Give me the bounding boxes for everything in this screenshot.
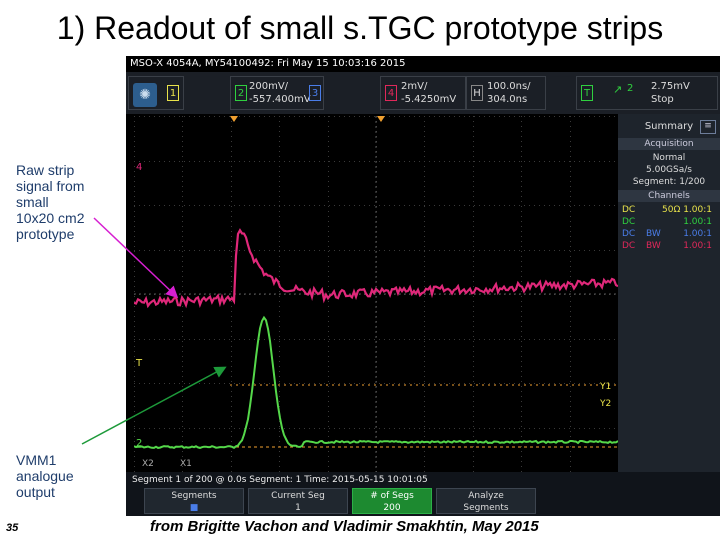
analyze-sub-label: Segments — [463, 503, 509, 513]
channel-4-bw: BW — [646, 241, 661, 251]
y1-cursor-label[interactable]: Y1 — [599, 382, 611, 392]
timebase-delay: 304.0ns — [487, 94, 528, 105]
num-segs-button[interactable]: # of Segs 200 — [352, 488, 432, 514]
current-seg-label: Current Seg — [271, 491, 325, 501]
note-line: Raw strip — [16, 162, 75, 178]
trigger-channel-text: 2 — [627, 83, 634, 94]
num-segs-value: 200 — [383, 503, 401, 513]
channel-2-offset: -557.400mV — [249, 94, 311, 105]
channel-2-info: DC 1.00:1 — [622, 216, 716, 228]
channel-1-info: DC 50Ω 1.00:1 — [622, 204, 716, 216]
segments-label: Segments — [171, 491, 217, 501]
channel-4-ground-marker[interactable]: 4 — [136, 162, 142, 173]
trigger-source-icon: T — [581, 85, 593, 101]
channel-3-coupling: DC — [622, 229, 636, 239]
segments-button[interactable]: Segments ■ — [144, 488, 244, 514]
channel-4-info: DC BW 1.00:1 — [622, 240, 716, 252]
menu-icon[interactable]: ≡ — [700, 120, 716, 134]
waveform-icon[interactable]: ✺ — [133, 83, 157, 107]
note-line: signal from — [16, 178, 85, 194]
vmm-output-arrow — [81, 366, 227, 445]
note-line: VMM1 — [16, 452, 57, 468]
timebase-label: H — [471, 85, 483, 101]
x1-cursor-label[interactable]: X1 — [180, 459, 192, 469]
analyze-segments-button[interactable]: Analyze Segments — [436, 488, 536, 514]
num-segs-label: # of Segs — [370, 491, 414, 501]
analyze-label: Analyze — [468, 491, 504, 501]
trigger-values: 2.75mV Stop — [651, 80, 690, 106]
info-side-panel: Summary ≡ Acquisition Normal 5.00GSa/s S… — [618, 114, 720, 472]
note-line: small — [16, 194, 49, 210]
run-status: Stop — [651, 94, 674, 105]
note-line: prototype — [16, 226, 75, 242]
timebase-scale: 100.0ns/ — [487, 81, 531, 92]
channel-1-coupling: DC — [622, 205, 636, 215]
channel-2-probe: 1.00:1 — [683, 217, 712, 227]
slide-title: 1) Readout of small s.TGC prototype stri… — [56, 10, 664, 46]
note-line: 10x20 cm2 — [16, 210, 85, 226]
trigger-slope-icon: ↗ — [613, 83, 623, 96]
channel-2-scale: 200mV/ — [249, 81, 289, 92]
channel-4-offset: -5.4250mV — [401, 94, 457, 105]
acquisition-header: Acquisition — [618, 138, 720, 150]
channel-3-probe: 1.00:1 — [683, 229, 712, 239]
channel-2-number: 2 — [235, 85, 247, 101]
segment-status: Segment: 1/200 — [632, 177, 706, 187]
summary-header[interactable]: Summary — [644, 121, 694, 132]
footer-credit: from Brigitte Vachon and Vladimir Smakht… — [150, 518, 539, 535]
trigger-level: 2.75mV — [651, 81, 690, 92]
channel-1-box[interactable]: ✺ 1 — [128, 76, 184, 110]
vmm-output-note: VMM1 analogue output — [16, 452, 74, 500]
x2-cursor-label[interactable]: X2 — [142, 459, 154, 469]
channel-1-probe: 1.00:1 — [683, 205, 712, 215]
channel-2-box[interactable]: 2 200mV/ -557.400mV 3 — [230, 76, 324, 110]
channel-4-scale: 2mV/ — [401, 81, 428, 92]
channel-4-trace — [134, 228, 618, 309]
channel-1-impedance: 50Ω — [662, 205, 681, 215]
channel-4-coupling: DC — [622, 241, 636, 251]
channel-1-number: 1 — [167, 85, 179, 101]
y2-cursor-label[interactable]: Y2 — [599, 399, 611, 409]
channel-3-info: DC BW 1.00:1 — [622, 228, 716, 240]
timebase-values: 100.0ns/ 304.0ns — [487, 80, 531, 106]
channels-header: Channels — [618, 190, 720, 202]
channel-4-probe: 1.00:1 — [683, 241, 712, 251]
current-seg-button[interactable]: Current Seg 1 — [248, 488, 348, 514]
softkey-bar: Segment 1 of 200 @ 0.0s Segment: 1 Time:… — [126, 472, 720, 516]
channel-4-number: 4 — [385, 85, 397, 101]
raw-signal-arrow — [93, 217, 179, 299]
channel-3-bw: BW — [646, 229, 661, 239]
raw-signal-note: Raw strip signal from small 10x20 cm2 pr… — [16, 162, 84, 242]
channel-bar: ✺ 1 2 200mV/ -557.400mV 3 4 2mV/ -5.4250… — [126, 72, 720, 114]
acquisition-mode: Normal — [652, 153, 686, 163]
note-line: output — [16, 484, 55, 500]
center-marker — [377, 116, 385, 122]
trigger-box[interactable]: T ↗ 2 2.75mV Stop — [576, 76, 718, 110]
waveform-display[interactable]: 4 T 2 X2 X1 Y1 Y2 — [134, 116, 618, 472]
channel-3-number: 3 — [309, 85, 321, 101]
channel-2-ground-marker[interactable]: 2 — [136, 438, 142, 449]
segments-toggle-icon: ■ — [189, 503, 199, 513]
channel-2-values: 200mV/ -557.400mV — [249, 80, 311, 106]
channel-2-coupling: DC — [622, 217, 636, 227]
sample-rate: 5.00GSa/s — [646, 165, 692, 175]
current-seg-value: 1 — [295, 503, 301, 513]
scope-header: MSO-X 4054A, MY54100492: Fri May 15 10:0… — [126, 56, 720, 72]
trigger-level-marker[interactable]: T — [135, 358, 143, 369]
note-line: analogue — [16, 468, 74, 484]
channel-4-box[interactable]: 4 2mV/ -5.4250mV — [380, 76, 466, 110]
timebase-box[interactable]: H 100.0ns/ 304.0ns — [466, 76, 546, 110]
segment-readout: Segment 1 of 200 @ 0.0s Segment: 1 Time:… — [132, 475, 428, 485]
channel-4-values: 2mV/ -5.4250mV — [401, 80, 456, 106]
channel-2-trace — [134, 315, 618, 450]
oscilloscope-screen: MSO-X 4054A, MY54100492: Fri May 15 10:0… — [126, 56, 720, 516]
page-number: 35 — [6, 522, 19, 534]
trigger-position-marker[interactable] — [230, 116, 238, 122]
